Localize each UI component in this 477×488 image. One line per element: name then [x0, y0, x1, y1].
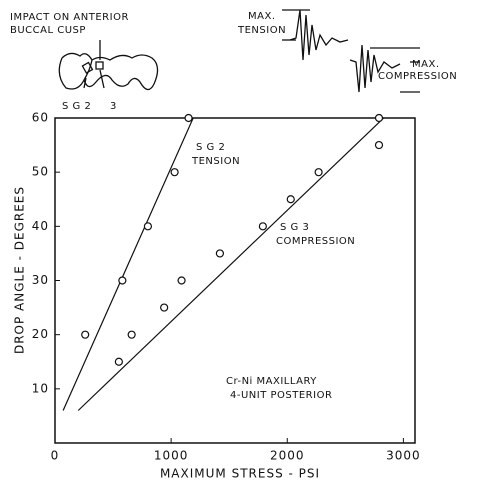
y-axis-label: DROP ANGLE - DEGREES	[13, 186, 27, 354]
pointer	[100, 70, 104, 88]
x-axis-label: MAXIMUM STRESS - PSI	[160, 467, 320, 481]
compression-label: COMPRESSION	[378, 71, 457, 82]
y-tick-label: 20	[32, 327, 49, 341]
series-label: S G 2	[196, 142, 225, 153]
y-tick-label: 60	[32, 111, 49, 125]
point	[161, 304, 168, 311]
gauge-label: S G 2	[62, 101, 91, 112]
series-label: TENSION	[191, 156, 240, 167]
series-label: S G 3	[280, 222, 309, 233]
point	[119, 277, 126, 284]
y-tick-label: 40	[32, 219, 49, 233]
tension-label: MAX.	[248, 11, 276, 22]
x-tick-label: 0	[51, 449, 60, 463]
fit-line	[63, 118, 193, 411]
point	[287, 196, 294, 203]
point	[144, 223, 151, 230]
chart: IMPACT ON ANTERIOR BUCCAL CUSP S G 2 3 M…	[0, 0, 477, 488]
point	[185, 115, 192, 122]
compression-label: MAX.	[412, 59, 440, 70]
point	[376, 142, 383, 149]
y-tick-label: 10	[32, 381, 49, 395]
point	[315, 169, 322, 176]
x-tick-label: 1000	[154, 449, 189, 463]
waveform	[350, 45, 400, 92]
point	[128, 331, 135, 338]
waveform	[290, 10, 348, 60]
point	[376, 115, 383, 122]
impact-label: BUCCAL CUSP	[10, 25, 86, 36]
point	[82, 331, 89, 338]
gauge-label: 3	[110, 101, 117, 112]
series-label: COMPRESSION	[276, 236, 355, 247]
impact-label: IMPACT ON ANTERIOR	[10, 12, 129, 23]
tension-label: TENSION	[237, 25, 286, 36]
tooth-sketch	[59, 53, 157, 89]
annotation: Cr-Ni MAXILLARY	[226, 376, 317, 387]
x-tick-label: 2000	[270, 449, 305, 463]
point	[115, 358, 122, 365]
point	[171, 169, 178, 176]
y-tick-label: 30	[32, 273, 49, 287]
point	[259, 223, 266, 230]
annotation: 4-UNIT POSTERIOR	[230, 390, 332, 401]
point	[216, 250, 223, 257]
gauge-3	[96, 62, 103, 69]
x-tick-label: 3000	[386, 449, 421, 463]
point	[178, 277, 185, 284]
y-tick-label: 50	[32, 165, 49, 179]
